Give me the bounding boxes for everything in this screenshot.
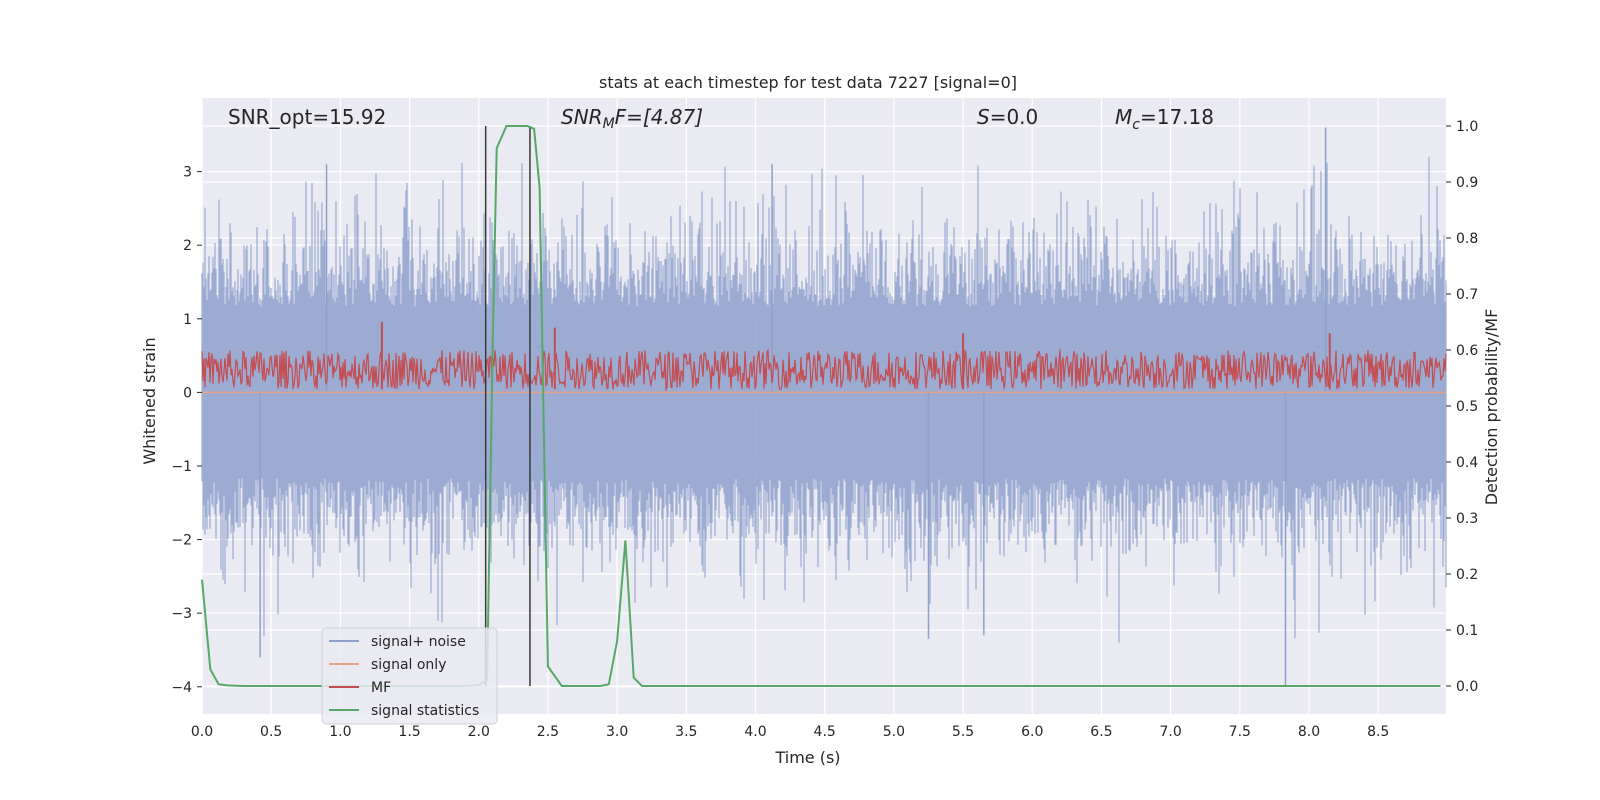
legend-label-statistics: signal statistics	[371, 703, 479, 719]
annotation-snr-opt: SNR_opt=15.92	[228, 105, 386, 129]
y-right-tick-label: 0.3	[1456, 511, 1478, 527]
y-right-tick-label: 1.0	[1456, 119, 1478, 135]
legend-label-noise: signal+ noise	[371, 634, 466, 650]
x-tick-label: 8.0	[1298, 724, 1320, 740]
noise-series	[201, 127, 1447, 687]
x-tick-label: 1.5	[398, 724, 420, 740]
y-right-tick-label: 0.8	[1456, 231, 1478, 247]
x-axis-label: Time (s)	[774, 748, 840, 767]
annotation-snr-mf: SNRMF=[4.87]	[561, 105, 703, 132]
x-tick-label: 2.5	[537, 724, 559, 740]
y-tick-label: −3	[171, 606, 192, 622]
x-tick-label: 6.0	[1021, 724, 1043, 740]
y-axis-right-label: Detection probability/MF	[1482, 309, 1501, 506]
x-tick-label: 7.5	[1229, 724, 1251, 740]
y-right-tick-label: 0.7	[1456, 287, 1478, 303]
y-right-tick-label: 0.9	[1456, 175, 1478, 191]
y-right-tick-label: 0.0	[1456, 679, 1478, 695]
x-tick-label: 3.5	[675, 724, 697, 740]
mf-line	[201, 348, 1447, 392]
legend-box	[321, 627, 498, 725]
y-right-tick-label: 0.4	[1456, 455, 1478, 471]
annotation-s: S=0.0	[977, 105, 1038, 129]
y-tick-label: −4	[171, 680, 192, 696]
vertical-markers	[484, 126, 531, 686]
y-tick-label: 3	[183, 165, 192, 181]
y-axis-right-ticks: 1.0 0.9 0.8 0.7 0.6 0.5 0.4 0.3 0.2 0.1 0.0	[1446, 119, 1478, 695]
y-right-tick-label: 0.5	[1456, 399, 1478, 415]
y-tick-label: −2	[171, 533, 192, 549]
y-tick-label: −1	[171, 459, 192, 475]
y-tick-label: 1	[183, 312, 192, 328]
y-right-tick-label: 0.1	[1456, 623, 1478, 639]
mf-series	[201, 322, 1447, 392]
y-axis-label: Whitened strain	[140, 337, 159, 464]
x-tick-label: 4.5	[814, 724, 836, 740]
x-tick-label: 7.0	[1159, 724, 1181, 740]
legend-label-mf: MF	[371, 680, 391, 696]
chart-title: stats at each timestep for test data 722…	[599, 73, 1017, 92]
x-tick-label: 0.5	[260, 724, 282, 740]
legend-label-signal-only: signal only	[371, 657, 446, 673]
y-tick-label: 2	[183, 238, 192, 254]
x-tick-label: 8.5	[1367, 724, 1389, 740]
x-tick-label: 5.0	[883, 724, 905, 740]
x-tick-label: 0.0	[191, 724, 213, 740]
annotation-mc: Mc=17.18	[1115, 105, 1214, 133]
y-axis-ticks: 3 2 1 0 −1 −2 −3 −4	[171, 165, 202, 696]
y-right-tick-label: 0.6	[1456, 343, 1478, 359]
x-tick-label: 3.0	[606, 724, 628, 740]
x-tick-label: 6.5	[1090, 724, 1112, 740]
statistics-series	[201, 125, 1441, 687]
x-axis-ticks: 0.0 0.5 1.0 1.5 2.0 2.5 3.0 3.5 4.0 4.5 5.0 5.5 6.0 6…	[191, 724, 1389, 740]
x-tick-label: 2.0	[468, 724, 490, 740]
statistics-line	[201, 125, 1441, 687]
x-tick-label: 5.5	[952, 724, 974, 740]
x-tick-label: 1.0	[329, 724, 351, 740]
y-tick-label: 0	[183, 385, 192, 401]
y-right-tick-label: 0.2	[1456, 567, 1478, 583]
x-tick-label: 4.0	[744, 724, 766, 740]
noise-envelope	[201, 156, 1447, 643]
legend: signal+ noise signal only MF signal stat…	[321, 627, 498, 725]
